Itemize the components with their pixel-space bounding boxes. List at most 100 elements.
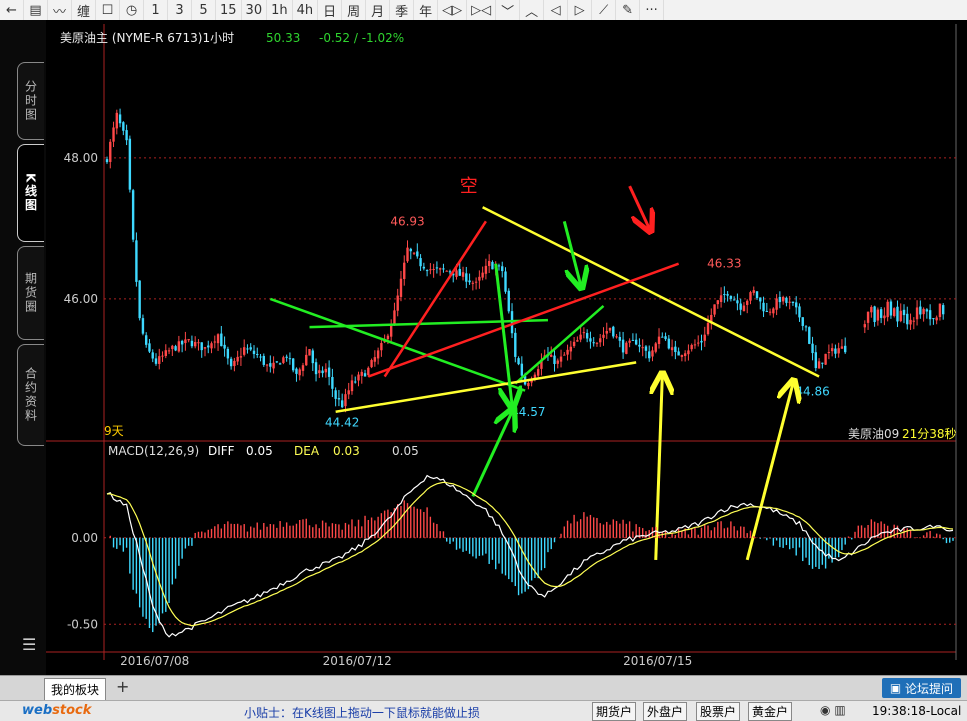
candle-body (514, 332, 517, 357)
period-button-16[interactable]: 季 (390, 0, 415, 20)
draw-line-icon[interactable]: ⟋ (592, 0, 617, 20)
more-icon[interactable]: ··· (640, 0, 665, 20)
candle-body (154, 358, 158, 364)
candle-body (285, 356, 288, 358)
price-extreme-label: 44.57 (511, 405, 545, 419)
candle-body (749, 292, 752, 301)
candle-body (380, 343, 383, 351)
period-button-14[interactable]: 周 (342, 0, 367, 20)
candle-body (135, 240, 138, 282)
candle-body (386, 335, 390, 340)
dea-line (106, 481, 954, 627)
candle-body (759, 297, 762, 302)
trend-line-green (269, 297, 526, 392)
candle-body (625, 342, 628, 354)
add-tab-button[interactable]: + (116, 677, 130, 696)
futures-account-button[interactable]: 期货户 (592, 702, 637, 721)
period-button-8[interactable]: 5 (192, 0, 216, 20)
tab-futures-circle[interactable]: 期货圈 (17, 246, 44, 340)
candle-body (340, 400, 344, 408)
right-arrow-icon[interactable]: ▷ (568, 0, 593, 20)
menu-icon[interactable]: ☰ (22, 635, 37, 654)
candle-body (376, 350, 380, 359)
period-button-17[interactable]: 年 (414, 0, 439, 20)
candle-body (902, 309, 906, 316)
candle-body (569, 346, 573, 352)
candle-body (471, 282, 475, 284)
table-icon[interactable]: ▤ (24, 0, 48, 20)
candle-body (912, 320, 916, 322)
candle-body (272, 362, 275, 369)
refresh-icon[interactable]: ◷ (120, 0, 144, 20)
candle-body (896, 306, 899, 322)
candle-body (393, 310, 396, 326)
period-button-10[interactable]: 30 (242, 0, 268, 20)
chevron-down-icon[interactable]: ﹀ (496, 0, 521, 20)
line-chart-icon[interactable]: 〰 (48, 0, 72, 20)
candle-body (863, 324, 867, 328)
candle-body (465, 273, 468, 282)
candle-body (151, 352, 154, 359)
candle-body (723, 294, 726, 296)
period-button-9[interactable]: 15 (216, 0, 242, 20)
back-arrow-icon[interactable]: ← (0, 0, 24, 20)
candle-body (719, 295, 723, 302)
left-arrow-icon[interactable]: ◁ (544, 0, 569, 20)
arrow-yellow (656, 377, 663, 560)
candle-body (559, 356, 563, 362)
zoom-in-icon[interactable]: ▷◁ (467, 0, 497, 20)
candle-body (399, 278, 403, 297)
status-bar: webstock 小贴士：在K线图上拖动一下鼠标就能做止损 期货户 外盘户 股票… (0, 700, 967, 721)
forum-button[interactable]: ▣ 论坛提问 (881, 678, 961, 698)
candle-body (765, 310, 769, 312)
instrument-title: 美原油主 (NYME-R 6713)1小时 (60, 31, 234, 45)
tab-my-board[interactable]: 我的板块 (44, 678, 107, 701)
candle-body (161, 355, 164, 357)
diff-value: 0.05 (246, 444, 273, 458)
logo-sub: stock (52, 703, 92, 718)
candle-body (536, 369, 540, 376)
tab-kline[interactable]: K线图 (17, 144, 44, 242)
date-tick-label: 2016/07/08 (120, 654, 189, 668)
candle-body (621, 339, 625, 353)
arrow-red (628, 185, 650, 228)
candle-body (762, 302, 765, 312)
period-button-6[interactable]: 1 (144, 0, 168, 20)
candle-body (785, 297, 788, 303)
candle-body (115, 112, 118, 129)
period-button-13[interactable]: 日 (318, 0, 343, 20)
kline-chart[interactable]: 48.00 46.00 0.00 -0.50 美原油主 (NYME-R 6713)1小时… (46, 20, 967, 675)
candle-body (648, 351, 651, 359)
gold-account-button[interactable]: 黄金户 (748, 702, 793, 721)
candle-body (690, 345, 693, 350)
zoom-out-icon[interactable]: ◁▷ (438, 0, 468, 20)
candle-body (540, 359, 543, 369)
candle-body (321, 370, 324, 374)
candle-body (357, 374, 360, 381)
tab-contract-info[interactable]: 合约资料 (17, 344, 44, 446)
candle-body (233, 360, 236, 367)
period-button-11[interactable]: 1h (267, 0, 293, 20)
candle-body (899, 310, 902, 322)
box-icon[interactable]: ☐ (96, 0, 120, 20)
candle-body (468, 280, 471, 283)
foreign-account-button[interactable]: 外盘户 (643, 702, 688, 721)
candle-body (703, 334, 706, 341)
period-button-12[interactable]: 4h (293, 0, 319, 20)
chevron-up-icon[interactable]: ︿ (520, 0, 545, 20)
period-button-7[interactable]: 3 (168, 0, 192, 20)
period-button-15[interactable]: 月 (366, 0, 391, 20)
candle-body (295, 368, 298, 374)
candle-body (112, 127, 115, 142)
candle-body (919, 306, 922, 315)
pencil-icon[interactable]: ✎ (616, 0, 641, 20)
tab-intraday[interactable]: 分时图 (17, 62, 44, 140)
candle-body (781, 296, 785, 302)
candle-body (118, 114, 122, 124)
candle-body (638, 344, 641, 347)
candle-body (808, 327, 811, 344)
stock-account-button[interactable]: 股票户 (696, 702, 741, 721)
speaker-icon[interactable]: ◉ (820, 703, 831, 717)
candle-body (628, 340, 631, 343)
chan-icon[interactable]: 缠 (72, 0, 96, 20)
